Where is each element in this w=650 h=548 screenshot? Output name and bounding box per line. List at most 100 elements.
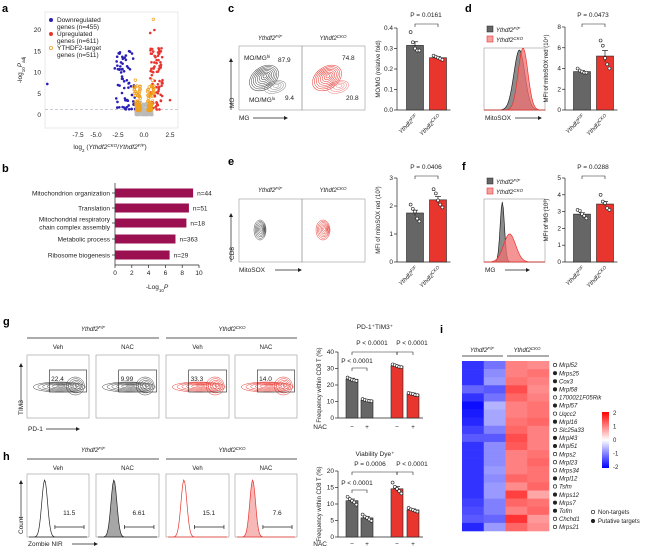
volcano-point [151, 17, 156, 22]
genotype-label-cko: Ythdf2CKO [218, 446, 246, 455]
heatmap-cell [462, 385, 485, 394]
contour-line [315, 219, 331, 241]
condition-label: Veh [192, 466, 202, 472]
y-tick-label: 0 [389, 259, 393, 266]
volcano-point [155, 85, 158, 89]
heatmap-cell [462, 490, 485, 499]
putative-target-marker [552, 492, 558, 497]
heatmap-cell [483, 417, 506, 427]
legend-swatch-ff [486, 177, 494, 185]
p-value-label: P = 0.0473 [577, 12, 609, 19]
condition-label: Veh [192, 345, 202, 351]
bar-chart-h: 0 5 10 15 20 Frequency within CD8 T (%) Viabil… [313, 451, 428, 548]
y-tick-label: 40 [327, 349, 335, 356]
genotype-label-ff: Ythdf2F/F [81, 446, 105, 455]
contour-plot [135, 376, 155, 396]
legend-label: Upregulated [57, 31, 93, 38]
y-tick-label: 5 [557, 175, 561, 182]
text-span: ) [144, 144, 146, 151]
volcano-point [131, 57, 135, 60]
non-target-marker [552, 427, 558, 432]
replicate-point [399, 365, 404, 369]
contour-line [72, 381, 81, 390]
flow-plot [165, 354, 230, 419]
gate-percentage: 22.4 [51, 376, 64, 383]
x-axis-arrow-head [526, 268, 530, 272]
gene-label: Mrps2 [559, 452, 576, 458]
volcano-point [150, 60, 153, 64]
volcano-point [128, 67, 132, 71]
replicate-point [577, 208, 582, 213]
volcano-point [168, 98, 172, 102]
gate-percentage: 20.8 [346, 95, 359, 102]
y-tick-label: 15 [327, 485, 335, 492]
flow-plot [26, 354, 90, 419]
y-axis-label: CD8 [229, 247, 236, 260]
genotype-label-ff: Ythdf2F/F [258, 34, 282, 43]
heatmap-cell [483, 401, 506, 410]
replicate-point [415, 393, 420, 398]
panel-label-c: c [228, 3, 234, 15]
replicate-point [410, 207, 415, 211]
y-tick-label: 4 [557, 66, 561, 73]
nac-indicator: + [365, 424, 369, 431]
nac-label: NAC [313, 541, 327, 548]
contour-line [68, 378, 84, 394]
legend-marker [590, 509, 596, 515]
text-span: CKO [107, 143, 117, 148]
contour-line [208, 378, 223, 394]
text-span: log [73, 144, 82, 151]
contour-plot [274, 376, 293, 396]
replicate-point [436, 198, 440, 203]
volcano-point [138, 87, 142, 91]
non-target-marker [552, 460, 558, 465]
volcano-point [151, 89, 156, 93]
y-tick-label: 2 [557, 225, 561, 232]
volcano-point [140, 112, 144, 115]
heatmap-cell [462, 506, 485, 516]
contour-line [259, 384, 278, 389]
y-tick-label: 0 [330, 415, 334, 422]
volcano-point [157, 87, 161, 91]
legend-swatch-ff [486, 25, 494, 33]
condition-label: NAC [260, 466, 273, 472]
heatmap-cell [527, 506, 550, 516]
volcano-point [136, 104, 140, 109]
nac-indicator: − [395, 424, 399, 431]
heatmap-cell [527, 514, 550, 524]
histogram-frame [95, 473, 160, 538]
y-tick-label: 1 [557, 242, 561, 249]
x-axis-label: log2 (Ythdf2CKO/Ythdf2F/F) [73, 143, 146, 153]
contour-line [273, 84, 280, 88]
legend-marker [49, 32, 54, 37]
p-value-label: P = 0.0288 [577, 164, 609, 171]
volcano-point [115, 106, 119, 109]
contour-line [258, 224, 264, 234]
text-span: 2 [82, 148, 85, 153]
heatmap-cell [505, 450, 528, 459]
y-tick-label: 2 [389, 203, 393, 210]
volcano-point [154, 55, 157, 59]
genotype-superscript: CKO [236, 446, 246, 451]
replicate-point [598, 38, 603, 43]
genotype-label-cko: Ythdf2CKO [496, 188, 524, 197]
replicate-point [410, 40, 415, 45]
bar-chart-c: 0.0 0.1 0.2 0.3 0.4 MO/MG (relative fold) P = … [376, 12, 451, 138]
genotype-superscript: CKO [596, 264, 607, 275]
volcano-point [113, 67, 117, 70]
volcano-point [138, 89, 142, 93]
gene-name: Ythdf2 [586, 273, 603, 290]
volcano-point [145, 90, 150, 94]
heatmap-cell [527, 409, 550, 418]
heatmap-cell [527, 490, 550, 499]
heatmap-cell [505, 425, 528, 435]
gene-label: Slc25a33 [559, 428, 585, 434]
replicate-point [369, 519, 374, 523]
gene-count-label: n=44 [197, 191, 212, 198]
contour-plot [264, 80, 286, 94]
gene-label: Mrpl51 [559, 444, 577, 450]
volcano-point [157, 58, 160, 62]
volcano-point [160, 55, 164, 59]
gene-label: Mrpl43 [559, 436, 578, 442]
y-axis-label: Count [18, 516, 25, 534]
